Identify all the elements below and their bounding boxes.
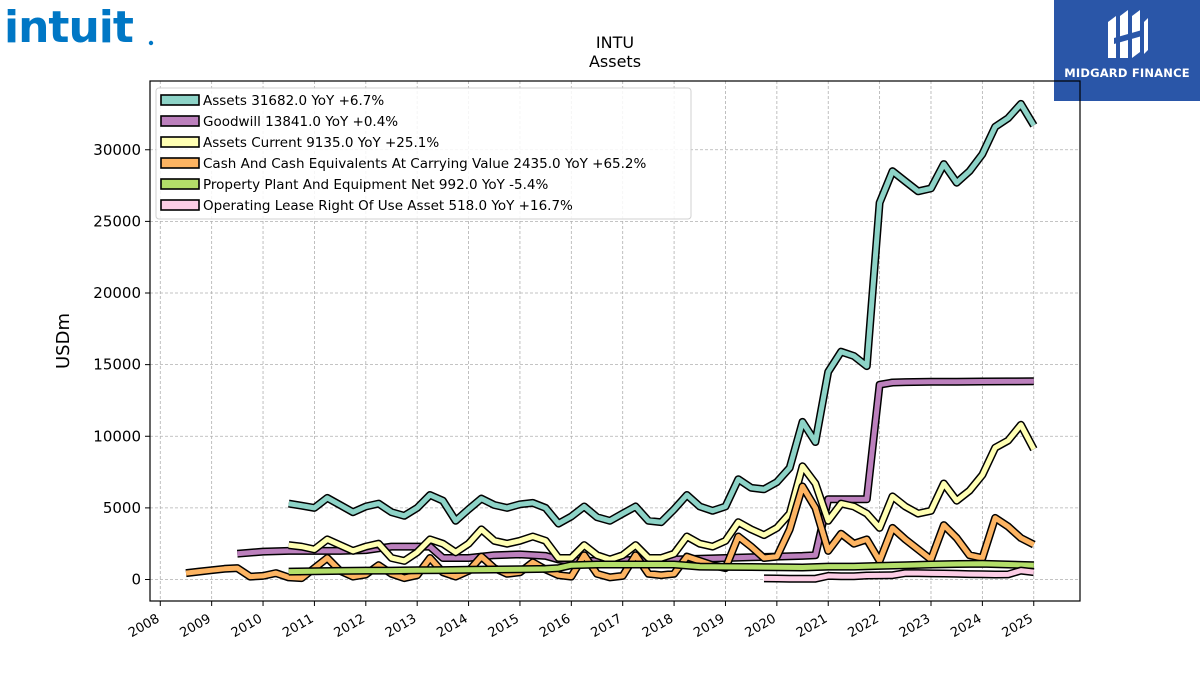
legend-swatch xyxy=(160,178,200,190)
legend-swatch xyxy=(160,199,200,211)
x-tick-label: 2023 xyxy=(897,611,933,641)
x-tick-label: 2015 xyxy=(486,611,522,641)
series-stroke xyxy=(185,483,1035,581)
x-tick-label: 2011 xyxy=(280,611,316,641)
x-tick-label: 2008 xyxy=(126,611,162,641)
x-tick-label: 2019 xyxy=(691,611,727,641)
series-outline xyxy=(236,377,1034,565)
x-tick-label: 2020 xyxy=(743,611,779,641)
legend-entry: Cash And Cash Equivalents At Carrying Va… xyxy=(203,156,647,172)
midgard-finance-logo: MIDGARD FINANCE xyxy=(1054,0,1200,101)
legend-swatch xyxy=(160,115,200,127)
series-outline xyxy=(288,420,1038,565)
y-tick-label: 25000 xyxy=(93,212,141,230)
legend-box xyxy=(155,87,692,220)
series-line-5 xyxy=(763,566,1035,583)
y-tick-label: 0 xyxy=(131,571,141,589)
legend-entry: Assets Current 9135.0 YoY +25.1% xyxy=(203,135,439,151)
chart-title: INTU xyxy=(596,33,634,52)
x-tick-label: 2009 xyxy=(177,611,213,641)
series-line-3 xyxy=(185,482,1036,583)
series-line-0 xyxy=(288,99,1038,528)
x-tick-label: 2016 xyxy=(537,611,573,641)
series-stroke xyxy=(288,561,1034,575)
legend-entry: Assets 31682.0 YoY +6.7% xyxy=(203,93,384,109)
series-stroke xyxy=(288,422,1037,564)
x-tick-label: 2018 xyxy=(640,611,676,641)
y-tick-label: 30000 xyxy=(93,141,141,159)
y-tick-label: 5000 xyxy=(103,499,141,517)
legend-swatch xyxy=(160,157,200,169)
y-axis: 0 5000 10000 15000 20000 25000 30000 xyxy=(93,141,150,589)
plot-frame xyxy=(149,80,1081,602)
legend-entry: Operating Lease Right Of Use Asset 518.0… xyxy=(203,198,573,214)
legend-entry: Goodwill 13841.0 YoY +0.4% xyxy=(203,114,398,130)
svg-text:intuit: intuit xyxy=(4,2,134,52)
x-tick-label: 2025 xyxy=(1000,611,1036,641)
legend-entry: Property Plant And Equipment Net 992.0 Y… xyxy=(203,177,548,193)
series-stroke xyxy=(763,568,1035,582)
x-tick-label: 2012 xyxy=(332,611,368,641)
series-stroke xyxy=(288,101,1036,527)
y-tick-label: 15000 xyxy=(93,356,141,374)
intuit-logo: intuit xyxy=(4,2,154,53)
series-stroke xyxy=(237,378,1034,564)
x-axis: 2008 2009 2010 2011 2012 2013 2014 2015 2016 2017… xyxy=(126,601,1036,641)
chart-subtitle: Assets xyxy=(589,52,641,71)
y-tick-label: 20000 xyxy=(93,284,141,302)
legend-swatch xyxy=(160,94,200,106)
x-tick-label: 2022 xyxy=(845,611,881,641)
legend: Assets 31682.0 YoY +6.7% Goodwill 13841.0… xyxy=(155,87,692,220)
series-line-2 xyxy=(288,420,1038,565)
x-tick-label: 2021 xyxy=(794,611,830,641)
y-axis-label: USDm xyxy=(53,313,74,369)
x-tick-label: 2017 xyxy=(589,611,625,641)
series-layer xyxy=(185,99,1038,583)
x-tick-label: 2010 xyxy=(229,611,265,641)
x-tick-label: 2013 xyxy=(383,611,419,641)
legend-swatch xyxy=(160,136,200,148)
series-line-4 xyxy=(288,559,1034,576)
brand-name: MIDGARD FINANCE xyxy=(1064,66,1190,80)
y-tick-label: 10000 xyxy=(93,427,141,445)
x-tick-label: 2014 xyxy=(434,611,470,641)
x-tick-label: 2024 xyxy=(948,611,984,641)
series-line-1 xyxy=(236,377,1034,565)
